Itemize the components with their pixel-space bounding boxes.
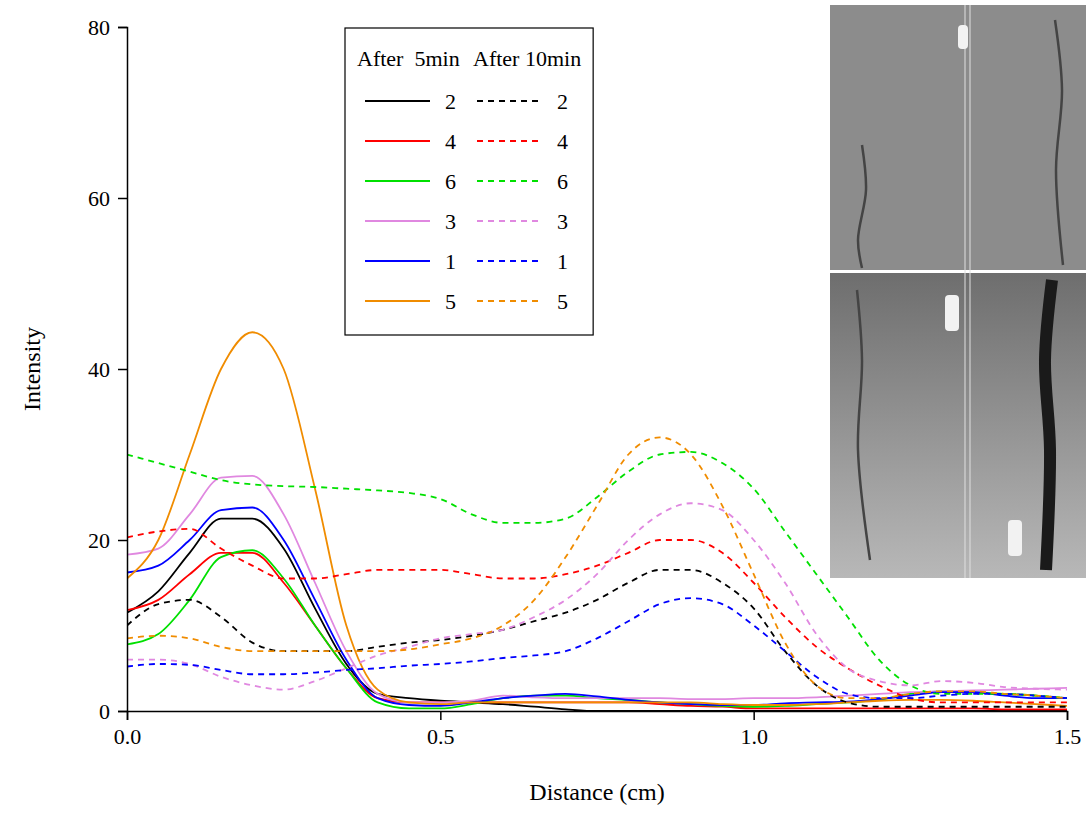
y-axis-title: Intensity	[19, 327, 45, 411]
inset-spot	[958, 25, 968, 49]
tick-label: 20	[88, 528, 110, 553]
series-line	[127, 529, 1067, 703]
series-line	[127, 519, 1067, 711]
legend-label: 6	[445, 169, 456, 194]
legend-swatch	[477, 220, 542, 222]
tick-label: 0.0	[114, 724, 142, 749]
tick: 80	[88, 15, 127, 40]
tick: 0.5	[427, 711, 455, 749]
legend-swatch	[365, 220, 430, 222]
y-axis: 0 20 40 60 80	[88, 15, 128, 724]
axis-line	[118, 28, 128, 712]
tick-label: 0.5	[427, 724, 455, 749]
legend-box	[345, 28, 593, 335]
tick: 40	[88, 357, 127, 382]
legend-label: 3	[557, 209, 568, 234]
tick-mark	[440, 711, 442, 720]
legend-label: 2	[557, 89, 568, 114]
inset-image	[830, 5, 1086, 578]
legend: After 5min After 10min 2 4 6 3 1 5 2 4 6 3 1 5	[345, 28, 593, 335]
legend-label: 4	[557, 129, 568, 154]
tick-mark	[118, 369, 127, 371]
legend-label: 3	[445, 209, 456, 234]
series-line	[127, 598, 1067, 698]
legend-swatch	[477, 180, 542, 182]
series-line	[127, 508, 1067, 706]
tick: 1.0	[740, 711, 768, 749]
tick-mark	[127, 711, 129, 720]
inset-guide	[970, 5, 971, 578]
tick-label: 60	[88, 186, 110, 211]
series-line	[127, 332, 1067, 706]
inset-top	[830, 5, 1086, 270]
series-line	[127, 476, 1067, 703]
inset-spot	[945, 295, 959, 331]
legend-swatch	[365, 140, 430, 142]
legend-label: 5	[445, 289, 456, 314]
tick-mark	[118, 198, 127, 200]
legend-label: 6	[557, 169, 568, 194]
legend-heading: After 10min	[473, 46, 581, 71]
legend-label: 5	[557, 289, 568, 314]
tick-mark	[1067, 711, 1069, 720]
legend-swatch	[365, 260, 430, 262]
series-line	[127, 553, 1067, 709]
tick-mark	[118, 540, 127, 542]
tick-mark	[118, 27, 127, 29]
tick: 0.0	[114, 711, 142, 749]
axis-line	[128, 712, 1068, 721]
tick-mark	[118, 711, 127, 713]
inset-feature	[858, 145, 866, 268]
plot-area	[127, 332, 1067, 711]
tick-label: 80	[88, 15, 110, 40]
legend-label: 1	[445, 249, 456, 274]
legend-swatch	[365, 300, 430, 302]
series-line	[127, 452, 1067, 698]
legend-label: 4	[445, 129, 456, 154]
tick: 60	[88, 186, 127, 211]
x-axis-title: Distance (cm)	[529, 779, 664, 805]
series-line	[127, 570, 1067, 707]
inset-divider	[830, 270, 1086, 273]
legend-swatch	[365, 100, 430, 102]
inset-bottom	[830, 273, 1086, 578]
tick-label: 1.0	[740, 724, 768, 749]
legend-label: 1	[557, 249, 568, 274]
tick-label: 40	[88, 357, 110, 382]
chart: 0.0 0.5 1.0 1.5 0 20 40 60 80 Distance (cm) Intens…	[0, 0, 1091, 817]
tick-mark	[753, 711, 755, 720]
inset-feature	[1045, 280, 1052, 570]
tick-label: 0	[99, 699, 110, 724]
tick: 1.5	[1054, 711, 1082, 749]
inset-spot	[1008, 520, 1022, 556]
legend-swatch	[365, 180, 430, 182]
inset-feature	[1055, 20, 1063, 265]
series-line	[127, 437, 1067, 698]
legend-swatch	[477, 100, 542, 102]
tick-label: 1.5	[1054, 724, 1082, 749]
inset-guide	[965, 5, 966, 578]
tick: 20	[88, 528, 127, 553]
legend-swatch	[477, 300, 542, 302]
legend-label: 2	[445, 89, 456, 114]
legend-heading: After 5min	[357, 46, 460, 71]
legend-swatch	[477, 140, 542, 142]
x-axis: 0.0 0.5 1.0 1.5	[114, 711, 1082, 749]
inset-feature	[857, 290, 870, 560]
legend-swatch	[477, 260, 542, 262]
series-line	[127, 503, 1067, 689]
tick: 0	[99, 699, 127, 724]
